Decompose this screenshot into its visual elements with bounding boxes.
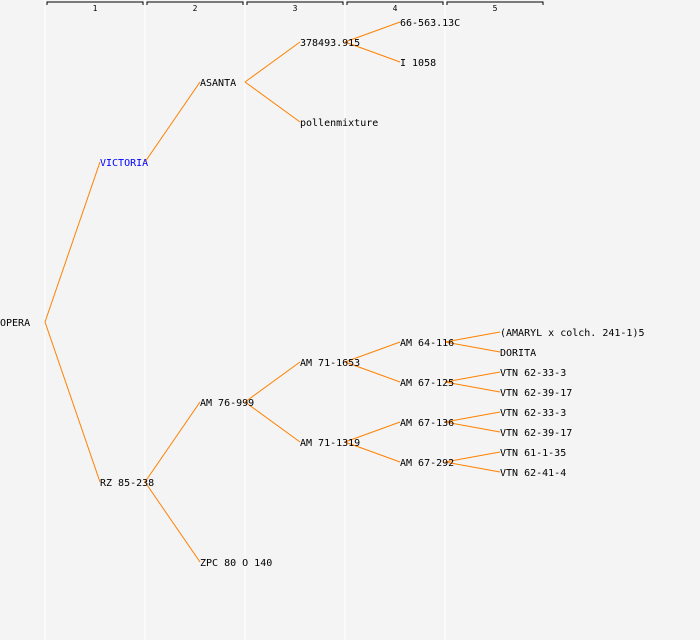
pedigree-node[interactable]: ASANTA (200, 78, 236, 89)
pedigree-node[interactable]: AM 67-125 (400, 378, 454, 389)
generation-label: 3 (293, 4, 298, 13)
generation-label: 2 (193, 4, 198, 13)
connector-line (244, 361, 301, 403)
generation-bracket (46, 1, 144, 5)
generation-bracket (446, 1, 544, 5)
generation-bracket (246, 1, 344, 5)
pedigree-node[interactable]: OPERA (0, 318, 30, 329)
connector-line (344, 441, 401, 463)
connector-line (44, 161, 101, 323)
connector-line (444, 341, 501, 353)
pedigree-node[interactable]: DORITA (500, 348, 536, 359)
connector-line (444, 461, 501, 473)
pedigree-node[interactable]: 66-563.13C (400, 18, 460, 29)
connector-line (144, 401, 201, 483)
pedigree-node[interactable]: AM 76-999 (200, 398, 254, 409)
pedigree-node[interactable]: RZ 85-238 (100, 478, 154, 489)
pedigree-node[interactable]: I 1058 (400, 58, 436, 69)
connector-line (444, 451, 501, 463)
pedigree-node[interactable]: VTN 62-41-4 (500, 468, 566, 479)
generation-bracket (346, 1, 444, 5)
pedigree-node[interactable]: AM 67-292 (400, 458, 454, 469)
connector-line (344, 341, 401, 363)
connector-line (344, 421, 401, 443)
connector-line (44, 321, 101, 483)
connector-line (444, 411, 501, 423)
connector-line (444, 371, 501, 383)
generation-bracket (146, 1, 244, 5)
pedigree-node[interactable]: AM 71-1653 (300, 358, 360, 369)
pedigree-node[interactable]: ZPC 80 O 140 (200, 558, 272, 569)
connector-line (444, 381, 501, 393)
pedigree-node[interactable]: VTN 61-1-35 (500, 448, 566, 459)
pedigree-node[interactable]: VTN 62-33-3 (500, 368, 566, 379)
generation-label: 5 (493, 4, 498, 13)
connector-line (344, 41, 401, 63)
pedigree-node[interactable]: AM 71-1319 (300, 438, 360, 449)
pedigree-node[interactable]: AM 64-116 (400, 338, 454, 349)
connector-line (244, 401, 301, 443)
connector-line (144, 81, 201, 163)
pedigree-node[interactable]: AM 67-136 (400, 418, 454, 429)
generation-label: 4 (393, 4, 398, 13)
connector-line (444, 331, 501, 343)
pedigree-node[interactable]: VTN 62-33-3 (500, 408, 566, 419)
pedigree-node[interactable]: VICTORIA (100, 158, 148, 169)
pedigree-node[interactable]: 378493.915 (300, 38, 360, 49)
pedigree-node[interactable]: (AMARYL x colch. 241-1)5 (500, 328, 645, 339)
connector-line (144, 481, 201, 563)
connector-line (244, 81, 301, 123)
connector-line (344, 361, 401, 383)
connector-line (244, 41, 301, 83)
pedigree-node[interactable]: VTN 62-39-17 (500, 428, 572, 439)
connector-line (444, 421, 501, 433)
connector-line (344, 21, 401, 43)
pedigree-node[interactable]: VTN 62-39-17 (500, 388, 572, 399)
pedigree-node[interactable]: pollenmixture (300, 118, 378, 129)
generation-label: 1 (93, 4, 98, 13)
